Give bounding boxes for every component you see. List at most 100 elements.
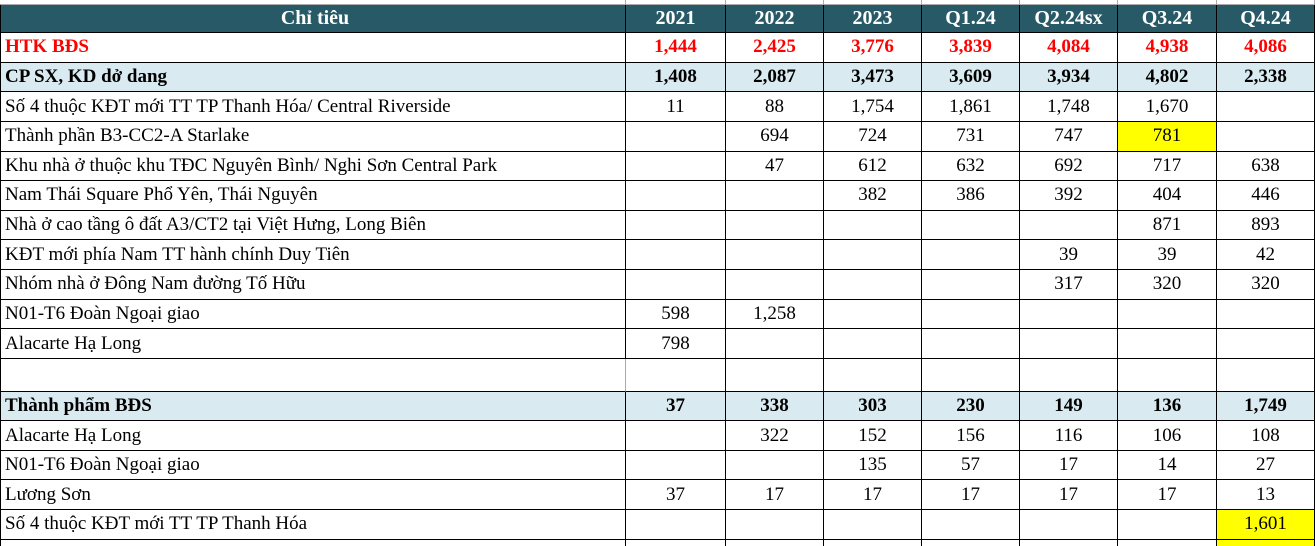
value-cell[interactable]: 747 — [1020, 121, 1118, 152]
value-cell[interactable] — [626, 358, 726, 392]
value-cell[interactable] — [726, 358, 824, 392]
value-cell[interactable] — [726, 270, 824, 300]
value-cell[interactable] — [726, 240, 824, 270]
row-label-cell[interactable]: Nhóm nhà ở Đông Nam đường Tố Hữu — [0, 270, 626, 300]
value-cell[interactable] — [922, 240, 1020, 270]
value-cell[interactable]: 152 — [824, 421, 922, 451]
value-cell[interactable] — [626, 210, 726, 241]
value-cell[interactable] — [922, 358, 1020, 392]
value-cell[interactable] — [824, 240, 922, 270]
value-cell[interactable]: 1,258 — [726, 299, 824, 330]
value-cell[interactable]: 4,084 — [1020, 33, 1118, 63]
row-label-cell[interactable]: Nhà ở cao tầng ô đất A3/CT2 tại Việt Hưn… — [0, 210, 626, 241]
row-label-cell[interactable]: Lương Sơn — [0, 480, 626, 511]
value-cell[interactable] — [726, 210, 824, 241]
value-cell[interactable] — [1217, 92, 1315, 122]
value-cell[interactable]: 1,670 — [1118, 92, 1217, 122]
value-cell[interactable]: 1,861 — [922, 92, 1020, 122]
value-cell[interactable]: 13 — [1217, 480, 1315, 511]
value-cell[interactable] — [626, 510, 726, 540]
value-cell[interactable]: 1,749 — [1217, 391, 1315, 422]
value-cell[interactable] — [1217, 329, 1315, 359]
row-label-cell[interactable]: N01-T6 Đoàn Ngoại giao — [0, 450, 626, 481]
value-cell[interactable] — [626, 450, 726, 481]
value-cell[interactable]: 3,609 — [922, 62, 1020, 93]
value-cell[interactable]: 2,338 — [1217, 62, 1315, 93]
row-label-cell[interactable]: Thành phần B3-CC2-A Starlake — [0, 121, 626, 152]
value-cell[interactable]: 338 — [726, 391, 824, 422]
value-cell[interactable]: 1,748 — [1020, 92, 1118, 122]
value-cell[interactable] — [1118, 510, 1217, 540]
value-cell[interactable]: 17 — [824, 480, 922, 511]
value-cell[interactable]: 1,408 — [626, 62, 726, 93]
value-cell[interactable]: 317 — [1020, 270, 1118, 300]
value-cell[interactable]: 156 — [922, 421, 1020, 451]
value-cell[interactable] — [1217, 358, 1315, 392]
header-criteria[interactable]: Chỉ tiêu — [0, 5, 626, 33]
header-period-Q4.24[interactable]: Q4.24 — [1217, 5, 1315, 33]
row-label-cell[interactable]: Số 4 thuộc KĐT mới TT TP Thanh Hóa — [0, 510, 626, 540]
value-cell[interactable]: 638 — [1217, 151, 1315, 182]
value-cell[interactable]: 2,425 — [726, 33, 824, 63]
value-cell[interactable]: 322 — [726, 421, 824, 451]
value-cell[interactable]: 4,802 — [1118, 62, 1217, 93]
value-cell[interactable]: 724 — [824, 121, 922, 152]
value-cell[interactable]: 1,754 — [824, 92, 922, 122]
row-label-cell[interactable]: Khu nhà ở thuộc khu TĐC Nguyên Bình/ Ngh… — [0, 151, 626, 182]
value-cell[interactable]: 694 — [726, 121, 824, 152]
row-label-cell[interactable]: N01-T6 Đoàn Ngoại giao — [0, 299, 626, 330]
value-cell[interactable]: 320 — [1118, 270, 1217, 300]
value-cell[interactable] — [726, 329, 824, 359]
value-cell[interactable]: 136 — [1118, 391, 1217, 422]
value-cell[interactable]: 116 — [1020, 421, 1118, 451]
value-cell[interactable]: 106 — [1118, 421, 1217, 451]
value-cell[interactable] — [626, 270, 726, 300]
value-cell[interactable]: 149 — [1020, 391, 1118, 422]
row-label-cell[interactable] — [0, 358, 626, 392]
value-cell[interactable]: 404 — [1118, 181, 1217, 211]
value-cell[interactable]: 303 — [824, 391, 922, 422]
value-cell[interactable] — [824, 299, 922, 330]
header-period-2022[interactable]: 2022 — [726, 5, 824, 33]
value-cell[interactable] — [1020, 210, 1118, 241]
value-cell[interactable] — [726, 510, 824, 540]
value-cell[interactable]: 320 — [1217, 270, 1315, 300]
value-cell[interactable]: 37 — [626, 480, 726, 511]
value-cell[interactable]: 37 — [626, 391, 726, 422]
header-period-Q2.24sx[interactable]: Q2.24sx — [1020, 5, 1118, 33]
value-cell[interactable] — [626, 151, 726, 182]
value-cell[interactable]: 781 — [1118, 121, 1217, 152]
header-period-2021[interactable]: 2021 — [626, 5, 726, 33]
header-period-Q1.24[interactable]: Q1.24 — [922, 5, 1020, 33]
value-cell[interactable] — [922, 210, 1020, 241]
value-cell[interactable] — [1020, 329, 1118, 359]
value-cell[interactable]: 3,473 — [824, 62, 922, 93]
value-cell[interactable]: 88 — [726, 92, 824, 122]
value-cell[interactable] — [1217, 299, 1315, 330]
value-cell[interactable] — [1118, 358, 1217, 392]
value-cell[interactable]: 135 — [824, 450, 922, 481]
value-cell[interactable]: 798 — [626, 329, 726, 359]
value-cell[interactable] — [726, 181, 824, 211]
value-cell[interactable] — [824, 270, 922, 300]
value-cell[interactable]: 17 — [1118, 480, 1217, 511]
row-label-cell[interactable]: HTK BĐS — [0, 33, 626, 63]
value-cell[interactable]: 612 — [824, 151, 922, 182]
row-label-cell[interactable]: Alacarte Hạ Long — [0, 329, 626, 359]
value-cell[interactable]: 1,444 — [626, 33, 726, 63]
row-label-cell[interactable]: Alacarte Hạ Long — [0, 421, 626, 451]
row-label-cell[interactable]: Số 4 thuộc KĐT mới TT TP Thanh Hóa/ Cent… — [0, 92, 626, 122]
value-cell[interactable]: 598 — [626, 299, 726, 330]
value-cell[interactable]: 731 — [922, 121, 1020, 152]
value-cell[interactable]: 14 — [1118, 450, 1217, 481]
row-label-cell[interactable]: KĐT mới phía Nam TT hành chính Duy Tiên — [0, 240, 626, 270]
value-cell[interactable] — [922, 299, 1020, 330]
value-cell[interactable]: 446 — [1217, 181, 1315, 211]
value-cell[interactable]: 57 — [922, 450, 1020, 481]
value-cell[interactable]: 17 — [726, 480, 824, 511]
value-cell[interactable] — [626, 240, 726, 270]
value-cell[interactable]: 632 — [922, 151, 1020, 182]
value-cell[interactable] — [824, 210, 922, 241]
value-cell[interactable]: 27 — [1217, 450, 1315, 481]
value-cell[interactable] — [626, 121, 726, 152]
